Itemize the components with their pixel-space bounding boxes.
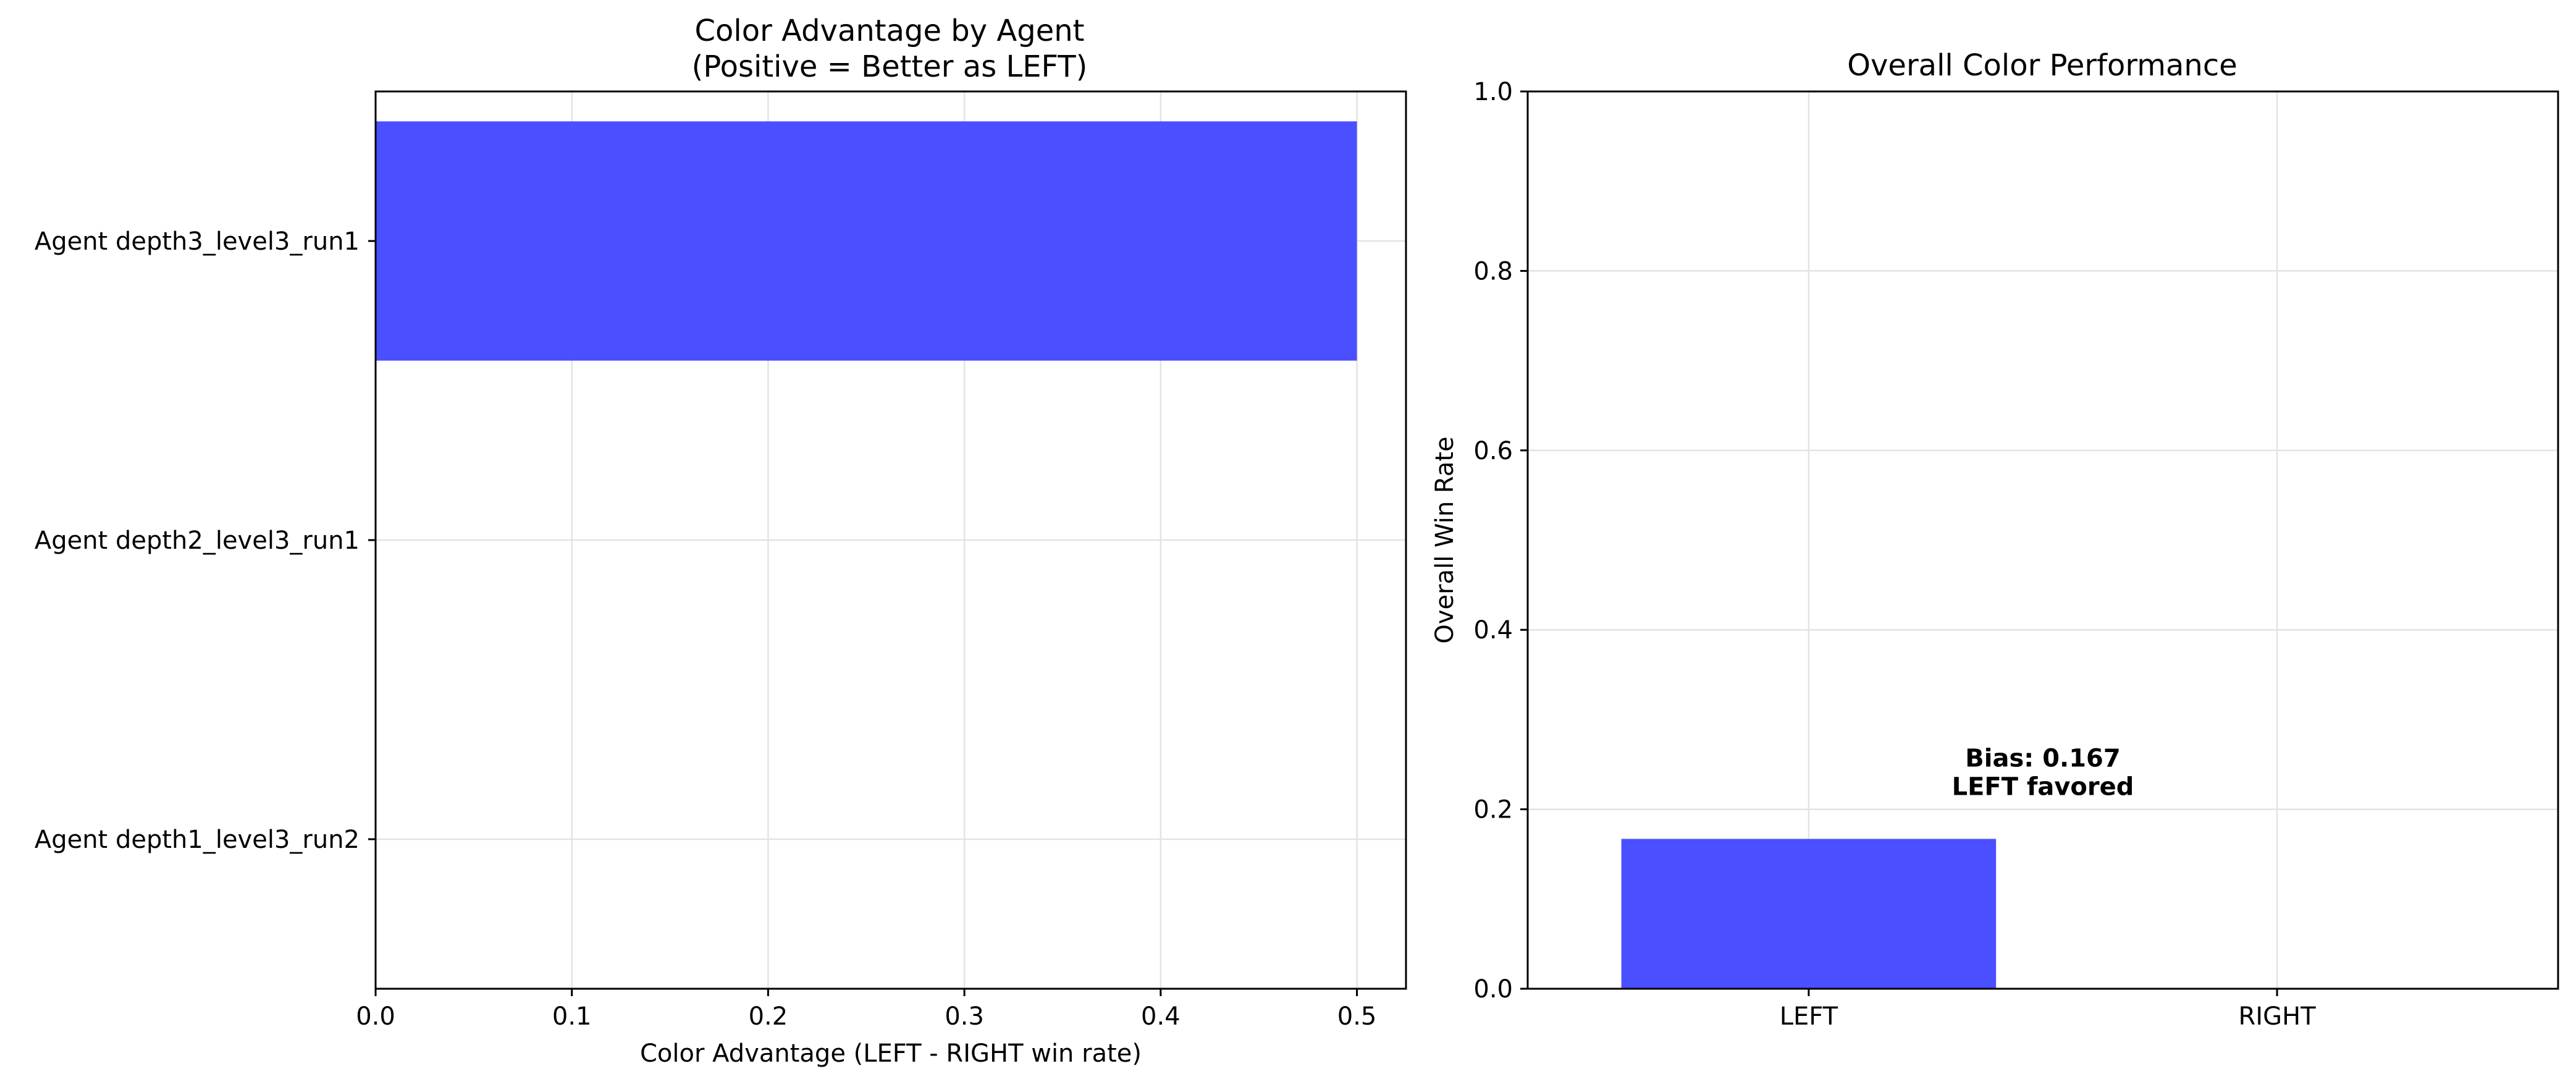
- advantage-chart-title: Color Advantage by Agent: [695, 14, 1085, 48]
- performance-plot-frame: [1526, 90, 2559, 990]
- x-tick-label: 0.0: [356, 1002, 395, 1031]
- agent-label: Agent depth2_level3_run1: [35, 527, 360, 555]
- x-tick-label: 0.1: [552, 1002, 592, 1031]
- performance-chart: Overall Color Performance LEFT RIGHT 0.00…: [1431, 48, 2559, 1031]
- performance-chart-title: Overall Color Performance: [1847, 48, 2237, 83]
- advantage-chart: Color Advantage by Agent (Positive = Bet…: [35, 14, 1407, 1068]
- advantage-y-ticks: Agent depth3_level3_run1 Agent depth2_lev…: [35, 227, 376, 854]
- advantage-bar: [376, 121, 1357, 361]
- performance-y-ticks: 0.0 0.2 0.4 0.6 0.8 1.0: [1473, 78, 1528, 1004]
- performance-bars: [1621, 839, 1997, 989]
- y-tick-label: 0.4: [1473, 616, 1513, 645]
- advantage-chart-subtitle: (Positive = Better as LEFT): [692, 49, 1088, 84]
- agent-label: Agent depth1_level3_run2: [35, 826, 360, 854]
- y-tick-label: 0.6: [1473, 437, 1513, 465]
- win-rate-bar: [1621, 839, 1997, 989]
- y-tick-label: 1.0: [1473, 78, 1513, 106]
- x-tick-label: 0.2: [749, 1002, 788, 1031]
- x-tick-label: 0.3: [945, 1002, 984, 1031]
- advantage-x-ticks: 0.0 0.1 0.2 0.3 0.4 0.5: [356, 989, 1376, 1031]
- y-tick-label: 0.2: [1473, 796, 1513, 824]
- advantage-bars: [376, 121, 1357, 361]
- x-tick-label: 0.4: [1141, 1002, 1181, 1031]
- y-tick-label: 0.0: [1473, 975, 1513, 1004]
- performance-x-ticks: LEFT RIGHT: [1780, 989, 2316, 1031]
- y-tick-label: 0.8: [1473, 257, 1513, 285]
- performance-y-axis-label: Overall Win Rate: [1431, 436, 1459, 643]
- category-label: LEFT: [1780, 1002, 1838, 1031]
- x-tick-label: 0.5: [1337, 1002, 1377, 1031]
- advantage-x-axis-label: Color Advantage (LEFT - RIGHT win rate): [640, 1039, 1142, 1068]
- bias-annotation-line2: LEFT favored: [1952, 773, 2134, 802]
- category-label: RIGHT: [2239, 1002, 2317, 1031]
- bias-annotation-line1: Bias: 0.167: [1965, 745, 2120, 773]
- agent-label: Agent depth3_level3_run1: [35, 227, 360, 256]
